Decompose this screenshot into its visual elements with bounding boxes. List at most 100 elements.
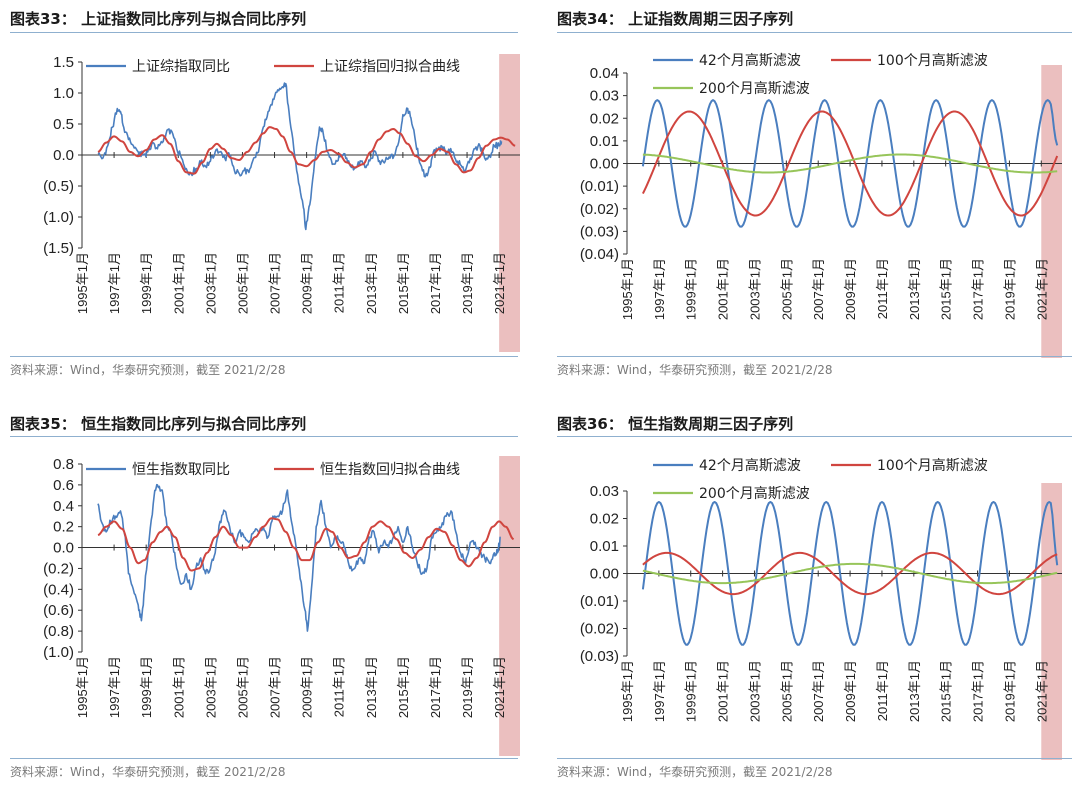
y-tick-label: (0.03): [580, 223, 619, 240]
x-tick-label: 1999年1月: [684, 660, 699, 722]
series-line-blue: [641, 501, 1059, 646]
x-tick-label: 1999年1月: [139, 656, 154, 718]
panel-c35: 图表35： 恒生指数同比序列与拟合同比序列 0.8 0.6 0.4 0.2 0.0 (0.…: [10, 410, 520, 785]
x-tick-label: 2015年1月: [396, 252, 411, 314]
x-tick-label: 2007年1月: [268, 252, 283, 314]
legend-label: 42个月高斯滤波: [699, 457, 801, 474]
y-tick-label: 0.5: [53, 116, 74, 133]
forecast-shade: [499, 54, 520, 352]
x-tick-label: 2009年1月: [843, 258, 858, 320]
x-tick-label: 2001年1月: [716, 258, 731, 320]
panel-c34: 图表34： 上证指数周期三因子序列 0.04 0.03 0.02 0.01 0.00 (0…: [557, 0, 1072, 390]
y-tick-label: 0.0: [53, 540, 74, 557]
x-tick-label: 2019年1月: [460, 656, 475, 718]
x-tick-label: 2013年1月: [907, 660, 922, 722]
x-tick-label: 1997年1月: [652, 660, 667, 722]
legend-label: 恒生指数取同比: [132, 462, 230, 478]
x-tick-label: 2021年1月: [1034, 258, 1049, 320]
legend-label: 恒生指数回归拟合曲线: [320, 461, 460, 478]
x-tick-label: 2021年1月: [492, 656, 507, 718]
forecast-shade: [1041, 483, 1062, 760]
x-tick-label: 2015年1月: [939, 258, 954, 320]
x-tick-label: 2005年1月: [235, 252, 250, 314]
x-tick-label: 2013年1月: [364, 252, 379, 314]
x-tick-label: 2011年1月: [875, 258, 890, 319]
x-tick-label: 1999年1月: [684, 258, 699, 320]
series-line-green: [642, 153, 1058, 174]
x-tick-label: 2009年1月: [300, 252, 315, 314]
y-tick-label: 0.2: [53, 519, 74, 536]
chart-c35: 0.8 0.6 0.4 0.2 0.0 (0.2) (0.4) (0.6) (0.8) (1.0)…: [43, 456, 520, 756]
x-tick-label: 2007年1月: [811, 258, 826, 320]
x-tick-label: 1995年1月: [75, 656, 90, 718]
x-tick-label: 2003年1月: [203, 656, 218, 718]
x-tick-label: 2017年1月: [428, 252, 443, 314]
x-tick-label: 2003年1月: [203, 252, 218, 314]
series-line-blue: [641, 99, 1059, 228]
y-tick-label: (0.4): [43, 581, 74, 598]
title-rule-c34: [557, 32, 1072, 33]
x-tick-label: 2005年1月: [779, 258, 794, 320]
y-tick-label: (0.2): [43, 560, 74, 577]
y-tick-label: 0.01: [590, 133, 619, 150]
legend-label: 100个月高斯滤波: [877, 457, 988, 474]
x-tick-label: 1999年1月: [139, 252, 154, 314]
y-tick-label: 1.5: [53, 54, 74, 71]
x-tick-label: 2003年1月: [747, 258, 762, 320]
y-tick-label: (1.0): [43, 209, 74, 226]
x-tick-label: 2017年1月: [971, 660, 986, 722]
source-note-c33: 资料来源：Wind，华泰研究预测，截至 2021/2/28: [10, 363, 286, 377]
x-tick-label: 2017年1月: [428, 656, 443, 718]
x-tick-label: 2013年1月: [364, 656, 379, 718]
x-tick-label: 1995年1月: [620, 660, 635, 722]
y-tick-label: (0.03): [580, 648, 619, 665]
x-tick-label: 2021年1月: [1034, 660, 1049, 722]
source-note-c35: 资料来源：Wind，华泰研究预测，截至 2021/2/28: [10, 765, 286, 779]
legend-label: 200个月高斯滤波: [699, 80, 810, 97]
x-tick-label: 2019年1月: [1002, 660, 1017, 722]
title-rule-c35: [10, 436, 518, 437]
y-tick-label: (1.0): [43, 644, 74, 661]
y-tick-label: 0.00: [590, 566, 619, 583]
x-tick-label: 2005年1月: [235, 656, 250, 718]
x-tick-label: 2011年1月: [875, 660, 890, 721]
y-tick-label: 1.0: [53, 85, 74, 102]
chart-c36: 0.03 0.02 0.01 0.00 (0.01) (0.02) (0.03)1995年1…: [580, 457, 1062, 760]
y-tick-label: (0.04): [580, 246, 619, 263]
chart-title-c34: 图表34： 上证指数周期三因子序列: [557, 10, 794, 28]
y-tick-label: 0.04: [590, 65, 619, 82]
legend-label: 100个月高斯滤波: [877, 52, 988, 69]
chart-c33: 1.5 1.0 0.5 0.0 (0.5) (1.0) (1.5)1995年1月 1997年1…: [43, 54, 520, 352]
y-tick-label: 0.02: [590, 511, 619, 528]
x-tick-label: 1995年1月: [75, 252, 90, 314]
y-tick-label: (0.6): [43, 602, 74, 619]
x-tick-label: 2019年1月: [460, 252, 475, 314]
x-tick-label: 2021年1月: [492, 252, 507, 314]
title-rule-c33: [10, 32, 518, 33]
forecast-shade: [499, 456, 520, 756]
x-tick-label: 2011年1月: [332, 252, 347, 313]
source-note-c34: 资料来源：Wind，华泰研究预测，截至 2021/2/28: [557, 363, 833, 377]
y-tick-label: 0.0: [53, 147, 74, 164]
x-tick-label: 2013年1月: [907, 258, 922, 320]
x-tick-label: 1997年1月: [107, 252, 122, 314]
y-tick-label: (0.5): [43, 178, 74, 195]
x-tick-label: 1997年1月: [652, 258, 667, 320]
source-rule-c34: [557, 356, 1072, 357]
x-tick-label: 2009年1月: [300, 656, 315, 718]
series-line-red: [642, 551, 1058, 596]
x-tick-label: 2019年1月: [1002, 258, 1017, 320]
x-tick-label: 2003年1月: [747, 660, 762, 722]
y-tick-label: (1.5): [43, 240, 74, 257]
y-tick-label: 0.00: [590, 156, 619, 173]
x-tick-label: 1995年1月: [620, 258, 635, 320]
panel-c33: 图表33： 上证指数同比序列与拟合同比序列 1.5 1.0 0.5 0.0 (0.5) (…: [10, 0, 520, 390]
y-tick-label: 0.01: [590, 538, 619, 555]
x-tick-label: 2015年1月: [396, 656, 411, 718]
legend-label: 200个月高斯滤波: [699, 485, 810, 502]
source-note-c36: 资料来源：Wind，华泰研究预测，截至 2021/2/28: [557, 765, 833, 779]
y-tick-label: 0.6: [53, 477, 74, 494]
y-tick-label: (0.01): [580, 593, 619, 610]
x-tick-label: 2001年1月: [171, 252, 186, 314]
legend-label: 上证综指回归拟合曲线: [320, 58, 460, 75]
